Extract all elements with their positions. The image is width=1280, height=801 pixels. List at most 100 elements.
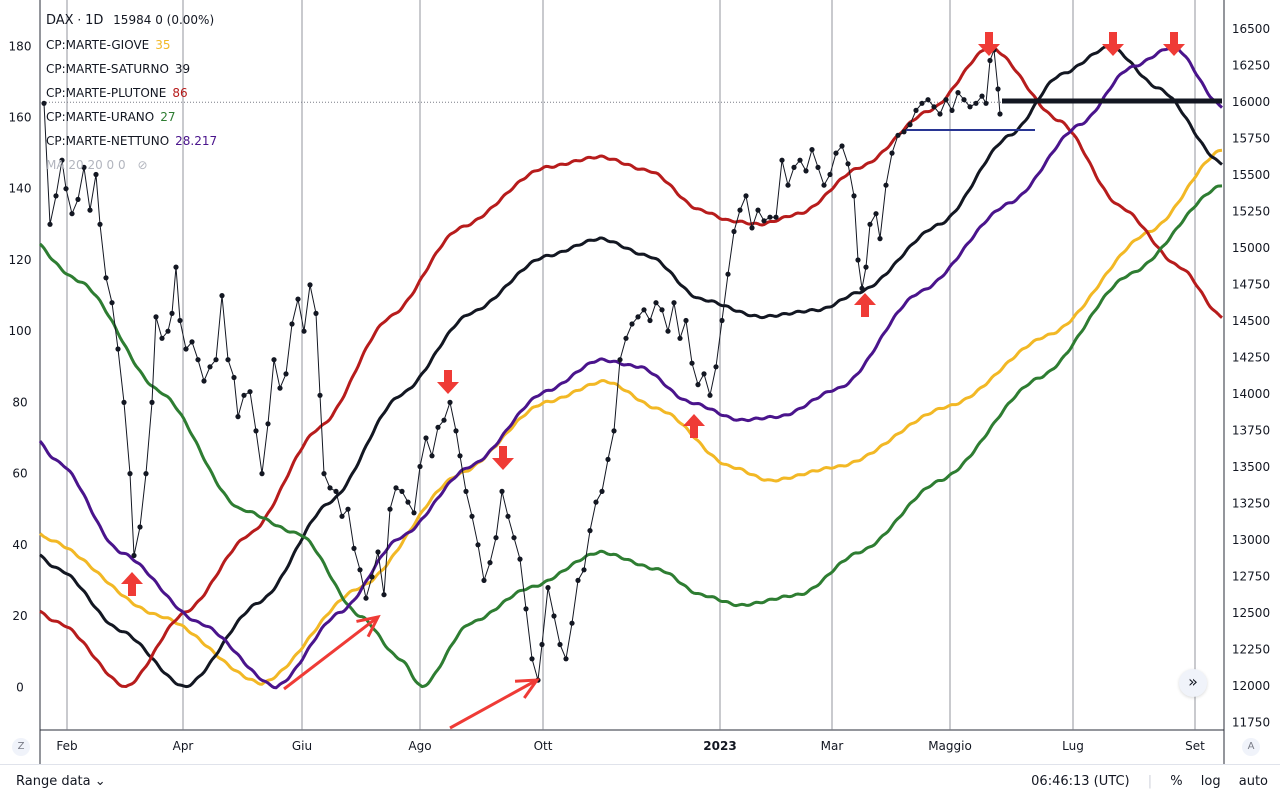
arrow-down-marker (1163, 32, 1185, 56)
arrow-up-marker (683, 414, 705, 438)
right-axis-label: 13500 (1232, 460, 1270, 474)
price-point (919, 100, 925, 106)
price-point (689, 360, 695, 366)
price-point (851, 193, 857, 199)
price-point (761, 218, 767, 224)
price-point (845, 161, 851, 167)
time-axis-label: 2023 (703, 739, 736, 753)
price-point (683, 317, 689, 324)
legend-main-row: DAX · 1D 15984 0 (0.00%) (46, 13, 215, 28)
price-point (307, 282, 313, 288)
time-axis-label: Set (1185, 739, 1205, 753)
time-axis-label: Ago (408, 739, 431, 753)
price-point (493, 535, 499, 541)
legend-indicator-row[interactable]: CP:MARTE-GIOVE 35 (46, 33, 217, 57)
pointer-arrow (449, 678, 541, 730)
legend-indicator-row[interactable]: CP:MARTE-NETTUNO 28.217 (46, 129, 217, 153)
time-axis-label: Apr (173, 739, 194, 753)
price-point (873, 211, 879, 217)
pointer-arrow (283, 614, 381, 691)
price-point (327, 485, 333, 491)
price-point (313, 310, 319, 316)
price-point (241, 392, 247, 398)
price-point (695, 382, 701, 388)
price-point (265, 421, 271, 427)
price-point (75, 196, 81, 202)
price-point (283, 371, 289, 377)
indicator-line (39, 44, 1223, 688)
price-point (511, 535, 517, 541)
left-axis-label: 100 (9, 324, 32, 338)
price-point (967, 104, 973, 110)
legend-change: 0 (0.00%) (155, 13, 215, 27)
price-point (833, 150, 839, 156)
price-point (289, 321, 295, 327)
price-point (867, 221, 873, 227)
price-point (517, 556, 523, 562)
price-point (839, 143, 845, 149)
indicator-line (39, 148, 1223, 686)
price-point (821, 182, 827, 188)
price-line (43, 49, 1001, 681)
timezone-corner-button[interactable]: Z (12, 738, 30, 756)
chevron-down-icon: ⌄ (94, 774, 106, 789)
arrow-head (356, 614, 381, 638)
price-point (955, 90, 961, 96)
scroll-to-realtime-button[interactable]: » (1179, 669, 1207, 697)
price-point (701, 371, 707, 377)
price-point (883, 182, 889, 188)
price-point (457, 453, 463, 459)
price-point (791, 164, 797, 170)
arrow-down-marker (437, 370, 459, 394)
legend-symbol[interactable]: DAX (46, 13, 74, 28)
price-point (253, 428, 259, 434)
legend-interval[interactable]: 1D (85, 13, 104, 28)
legend-ma-row[interactable]: MA 20 20 0 0 ⊘ (46, 153, 217, 177)
price-point (611, 428, 617, 434)
price-point (363, 595, 369, 601)
price-point (369, 574, 375, 580)
price-point (779, 157, 785, 163)
price-point (859, 285, 865, 291)
price-point (435, 424, 441, 430)
auto-scale-corner-button[interactable]: A (1242, 738, 1260, 756)
indicator-line (38, 184, 1223, 689)
clock-time[interactable]: 06:46:13 (UTC) (1031, 774, 1130, 789)
percent-toggle[interactable]: % (1170, 774, 1183, 789)
right-axis-label: 14250 (1232, 351, 1270, 365)
right-axis-label: 16000 (1232, 95, 1270, 109)
time-axis-label: Ott (534, 739, 553, 753)
price-point (809, 147, 815, 153)
price-point (587, 528, 593, 534)
price-point (345, 506, 351, 512)
price-point (973, 100, 979, 106)
log-toggle[interactable]: log (1200, 774, 1221, 789)
right-axis-label: 14000 (1232, 387, 1270, 401)
price-point (855, 257, 861, 263)
legend-indicator-row[interactable]: CP:MARTE-URANO 27 (46, 105, 217, 129)
price-point (605, 456, 611, 462)
price-point (635, 314, 641, 320)
price-point (225, 357, 231, 363)
price-point (641, 307, 647, 313)
range-data-button[interactable]: Range data ⌄ (16, 774, 106, 789)
right-axis-label: 16250 (1232, 59, 1270, 73)
left-axis-label: 0 (16, 680, 24, 694)
price-point (317, 392, 323, 398)
eye-hidden-icon[interactable]: ⊘ (137, 158, 148, 172)
chart-canvas[interactable]: 0 20 40 60 80 100 120 140 160 180 11750 12000 12250… (0, 0, 1280, 764)
price-point (755, 207, 761, 213)
legend-indicator-label: CP:MARTE-NETTUNO (46, 134, 170, 148)
price-point (195, 357, 201, 363)
price-point (545, 585, 551, 591)
legend-indicator-row[interactable]: CP:MARTE-PLUTONE 86 (46, 81, 217, 105)
auto-toggle[interactable]: auto (1238, 774, 1268, 789)
price-point (599, 488, 605, 494)
arrow-down-marker (978, 32, 1000, 56)
price-point (259, 471, 265, 477)
legend-indicator-row[interactable]: CP:MARTE-SATURNO 39 (46, 57, 217, 81)
range-data-label: Range data (16, 774, 91, 789)
price-point (295, 296, 301, 302)
right-axis-label: 15750 (1232, 132, 1270, 146)
price-point (339, 513, 345, 519)
